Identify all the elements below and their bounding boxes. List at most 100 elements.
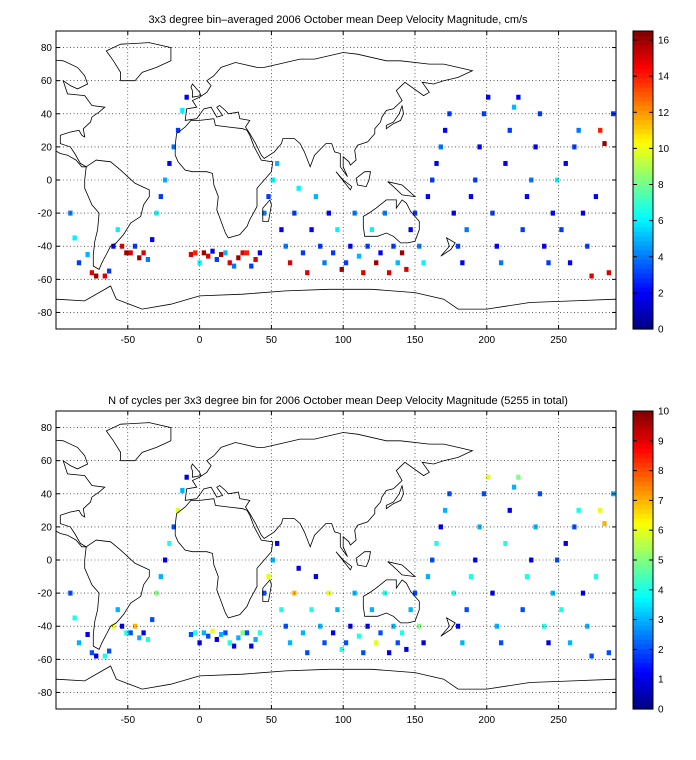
- heatmap-cell: [494, 623, 499, 629]
- heatmap-cell: [606, 270, 611, 276]
- heatmap-cell: [206, 633, 211, 639]
- y-tick-label: -60: [38, 655, 53, 666]
- colorbar-segment: [633, 532, 653, 538]
- colorbar-segment: [633, 434, 653, 440]
- x-tick-label: -50: [121, 335, 136, 346]
- velocity-map-axes: -50 0 50 100 150 200 250 -80 -60 -40 -20 0 20 40 60 80: [38, 30, 617, 346]
- heatmap-cell: [76, 640, 82, 646]
- colorbar-segment: [633, 411, 653, 417]
- coastline: [355, 171, 371, 188]
- heatmap-cell: [391, 623, 396, 629]
- heatmap-cell: [257, 250, 263, 256]
- heatmap-cell: [274, 540, 280, 546]
- coastline: [440, 617, 456, 637]
- heatmap-cell: [244, 250, 250, 256]
- heatmap-cell: [266, 194, 271, 200]
- colorbar-segment: [633, 82, 653, 88]
- heatmap-cell: [567, 640, 573, 646]
- heatmap-cell: [511, 484, 517, 490]
- colorbar-segment: [633, 31, 653, 37]
- colorbar-segment: [633, 597, 653, 603]
- colorbar-segment: [633, 443, 653, 449]
- colorbar-segment: [633, 105, 653, 111]
- colorbar-segment: [633, 91, 653, 97]
- heatmap-cell: [150, 237, 155, 243]
- colorbar-segment: [633, 35, 653, 41]
- coastline: [84, 159, 150, 270]
- colorbar-segment: [633, 662, 653, 668]
- heatmap-cell: [188, 632, 194, 637]
- colorbar-segment: [633, 296, 653, 302]
- coastline: [105, 42, 172, 82]
- heatmap-cell: [236, 635, 241, 641]
- y-tick-label: -20: [38, 589, 53, 600]
- colorbar-tick-label: 4: [658, 585, 664, 596]
- heatmap-cell: [279, 607, 284, 613]
- colorbar-tick-label: 5: [658, 556, 664, 567]
- heatmap-cell: [425, 194, 431, 200]
- colorbar-segment: [633, 249, 653, 256]
- colorbar-segment: [633, 676, 653, 682]
- heatmap-cell: [72, 235, 77, 241]
- heatmap-cell: [585, 243, 590, 249]
- heatmap-cell: [167, 160, 172, 166]
- colorbar-segment: [633, 217, 653, 223]
- heatmap-cell: [468, 574, 474, 580]
- heatmap-cell: [378, 250, 383, 256]
- heatmap-cell: [438, 144, 443, 150]
- heatmap-cell: [283, 623, 288, 629]
- heatmap-cell: [171, 524, 176, 530]
- heatmap-cell: [175, 507, 181, 513]
- colorbar-segment: [633, 667, 653, 673]
- heatmap-cell: [231, 263, 237, 269]
- heatmap-cell: [464, 607, 469, 613]
- coastline: [262, 199, 272, 222]
- heatmap-cell: [218, 252, 224, 257]
- colorbar-segment: [633, 471, 653, 477]
- colorbar-segment: [633, 189, 653, 195]
- heatmap-cell: [386, 270, 392, 276]
- colorbar-segment: [633, 578, 653, 584]
- coastline: [387, 181, 417, 198]
- colorbar-segment: [633, 634, 653, 640]
- heatmap-cell: [473, 557, 478, 563]
- heatmap-cell: [503, 160, 508, 166]
- heatmap-cell: [391, 243, 396, 249]
- colorbar-segment: [633, 212, 653, 218]
- colorbar-tick-label: 6: [658, 526, 664, 537]
- colorbar-segment: [633, 448, 653, 454]
- heatmap-cell: [576, 127, 581, 133]
- colorbar-segment: [633, 180, 653, 186]
- heatmap-cell: [486, 474, 491, 480]
- colorbar-segment: [633, 685, 653, 691]
- coastline: [335, 551, 353, 571]
- heatmap-cell: [111, 623, 116, 629]
- colorbar-segment: [633, 527, 653, 533]
- heatmap-cell: [343, 640, 349, 646]
- coastline: [440, 237, 456, 257]
- heatmap-cell: [132, 623, 138, 629]
- heatmap-cell: [455, 623, 461, 629]
- heatmap-cell: [175, 127, 181, 133]
- colorbar-segment: [633, 615, 653, 622]
- heatmap-cell: [542, 623, 547, 629]
- heatmap-cell: [210, 628, 215, 634]
- heatmap-cell: [137, 255, 142, 261]
- heatmap-cell: [210, 248, 215, 254]
- y-tick-label: -60: [38, 275, 53, 286]
- heatmap-cell: [102, 653, 107, 659]
- colorbar-segment: [633, 77, 653, 83]
- heatmap-cell: [188, 252, 194, 257]
- heatmap-cell: [598, 507, 603, 513]
- heatmap-cell: [529, 557, 534, 563]
- colorbar-segment: [633, 277, 653, 284]
- colorbar-segment: [633, 648, 653, 654]
- heatmap-cell: [447, 491, 452, 497]
- heatmap-cell: [106, 648, 112, 654]
- heatmap-cell: [154, 590, 159, 596]
- heatmap-cell: [102, 273, 107, 279]
- heatmap-cell: [137, 635, 142, 641]
- colorbar-segment: [633, 564, 653, 570]
- heatmap-cell: [201, 250, 207, 256]
- heatmap-cell: [124, 250, 129, 256]
